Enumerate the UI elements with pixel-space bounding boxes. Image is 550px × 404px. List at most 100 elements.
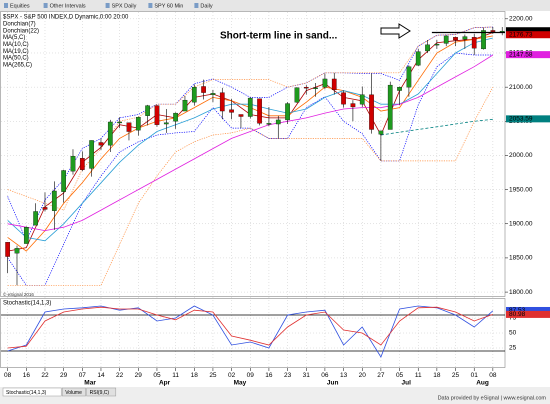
candle-body bbox=[154, 105, 160, 125]
x-tick-label: 05 bbox=[396, 372, 404, 379]
chart-title: $SPX - S&P 500 INDEX,D Dynamic,0:00 20:0… bbox=[3, 15, 129, 21]
candle-body bbox=[117, 121, 122, 124]
candle-body bbox=[313, 87, 318, 89]
candle-body bbox=[219, 92, 225, 112]
candle-body bbox=[229, 109, 234, 113]
month-label: Jun bbox=[327, 380, 339, 387]
y-tick-label: 2000.00 bbox=[509, 152, 533, 159]
price-tag bbox=[506, 306, 550, 314]
x-tick-label: 31 bbox=[303, 372, 311, 379]
candle-body bbox=[369, 94, 374, 130]
y-tick-label: 1850.00 bbox=[509, 255, 533, 262]
x-tick-label: 08 bbox=[489, 372, 497, 379]
y-tick-label: 1950.00 bbox=[509, 186, 533, 193]
month-label: May bbox=[234, 380, 247, 387]
candle-body bbox=[434, 43, 440, 46]
candle-body bbox=[14, 248, 20, 254]
y-tick-label: 25 bbox=[509, 345, 517, 352]
toolbar bbox=[0, 0, 550, 11]
month-label: Aug bbox=[476, 380, 489, 387]
price-tag bbox=[506, 31, 550, 39]
x-tick-label: 05 bbox=[153, 372, 161, 379]
x-tick-label: 16 bbox=[265, 372, 273, 379]
x-tick-label: 09 bbox=[247, 372, 255, 379]
candle-body bbox=[471, 37, 477, 49]
candle-body bbox=[322, 78, 328, 88]
x-tick-label: 16 bbox=[23, 372, 31, 379]
candle-body bbox=[89, 140, 94, 169]
toolbar-item: SPX Daily bbox=[112, 3, 137, 9]
moving-average bbox=[7, 54, 494, 232]
price-panel bbox=[0, 11, 506, 297]
tab-label: Volume bbox=[65, 390, 82, 396]
candle-body bbox=[126, 122, 132, 132]
candle-body bbox=[275, 119, 281, 125]
tab bbox=[61, 387, 86, 397]
price-tag bbox=[506, 310, 550, 318]
candle-body bbox=[135, 117, 141, 131]
price-tag-label: 2053.59 bbox=[509, 116, 533, 123]
candle-body bbox=[415, 51, 421, 66]
candle-body bbox=[61, 170, 67, 192]
stochastic-title: Stochastic(14,1,3) bbox=[3, 301, 51, 307]
moving-average bbox=[380, 118, 493, 136]
x-tick-label: 29 bbox=[60, 372, 68, 379]
candle-body bbox=[294, 87, 300, 103]
candle-body bbox=[481, 30, 486, 50]
x-tick-label: 13 bbox=[340, 372, 348, 379]
y-tick-label: 75 bbox=[509, 315, 517, 322]
month-label: Jul bbox=[402, 380, 412, 387]
legend-entry: MA(10,C) bbox=[3, 42, 29, 48]
candle-body bbox=[163, 122, 169, 125]
toolbar-icon bbox=[105, 3, 110, 8]
candle-body bbox=[70, 155, 76, 172]
candle-body bbox=[182, 99, 188, 112]
footer: Data provided by eSignal | www.esignal.c… bbox=[438, 395, 547, 401]
month-label: Mar bbox=[84, 380, 96, 387]
toolbar-item: Equities bbox=[10, 3, 30, 9]
x-tick-label: 18 bbox=[433, 372, 441, 379]
month-label: Apr bbox=[159, 380, 171, 387]
x-tick-label: 07 bbox=[79, 372, 87, 379]
candle-body bbox=[378, 130, 384, 135]
candle-body bbox=[490, 30, 496, 32]
candle-body bbox=[5, 242, 11, 257]
x-tick-label: 11 bbox=[415, 372, 422, 379]
legend-entry: MA(265,C) bbox=[3, 62, 32, 68]
candle-body bbox=[79, 158, 85, 170]
legend-entry: MA(19,C) bbox=[3, 49, 29, 55]
y-tick-label: 2200.00 bbox=[509, 16, 533, 23]
candle-body bbox=[210, 93, 216, 95]
price-tag-label: 2182.59 bbox=[509, 27, 533, 34]
y-tick-label: 2100.00 bbox=[509, 84, 533, 91]
candle-body bbox=[23, 227, 29, 244]
x-tick-label: 22 bbox=[116, 372, 124, 379]
candle-body bbox=[425, 44, 430, 52]
tab-label: RSI(9,C) bbox=[90, 390, 110, 396]
price-tag bbox=[506, 27, 550, 35]
candle-body bbox=[285, 103, 290, 121]
candle-body bbox=[238, 114, 244, 117]
toolbar-icon bbox=[43, 3, 48, 8]
candle-body bbox=[341, 92, 346, 105]
x-tick-label: 14 bbox=[97, 372, 105, 379]
candle-body bbox=[145, 105, 150, 116]
channel-upper bbox=[7, 26, 493, 211]
candle-body bbox=[191, 86, 197, 103]
candle-body bbox=[303, 86, 309, 89]
toolbar-icon bbox=[148, 3, 153, 8]
toolbar-icon bbox=[194, 3, 199, 8]
candle-body bbox=[51, 190, 57, 211]
y-tick-label: 1900.00 bbox=[509, 220, 533, 227]
stochastic-line bbox=[7, 305, 494, 358]
legend-entry: Donchian(22) bbox=[3, 28, 39, 34]
tab-label: Stochastic(14,1,3) bbox=[6, 390, 47, 396]
toolbar-icon bbox=[4, 3, 8, 8]
annotation-arrow bbox=[380, 23, 411, 39]
annotation: Short-term line in sand... bbox=[220, 31, 337, 42]
x-tick-label: 20 bbox=[359, 372, 367, 379]
y-tick-label: 1800.00 bbox=[509, 289, 533, 296]
candle-body bbox=[406, 66, 412, 88]
candle-body bbox=[359, 94, 365, 105]
x-tick-label: 01 bbox=[471, 372, 479, 379]
